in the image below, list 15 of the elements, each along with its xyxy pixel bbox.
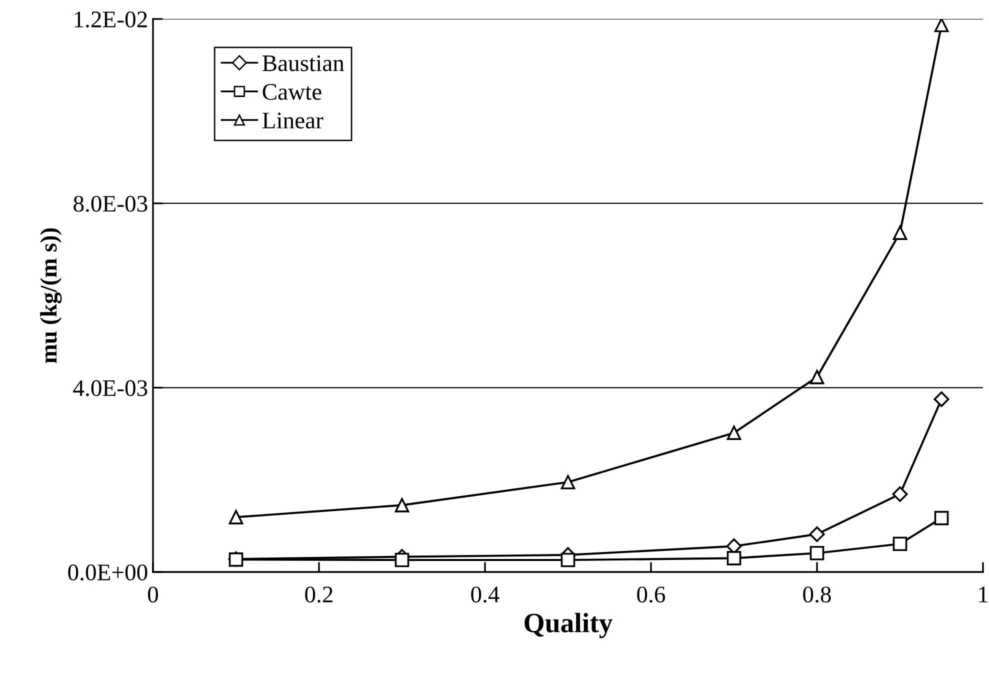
x-tick-label: 0.6: [637, 586, 666, 603]
x-tick-label: 0.8: [803, 586, 831, 603]
x-axis-title: Quality: [524, 612, 612, 638]
y-tick-label: 4.0E-03: [73, 380, 148, 396]
y-axis-title: mu (kg/(m s)): [40, 228, 62, 364]
x-tick-label: 0.2: [305, 586, 332, 603]
y-tick-label: 1.2E-02: [74, 11, 147, 28]
x-tick-label: 0.4: [471, 586, 500, 603]
y-tick-label: 8.0E-03: [74, 196, 148, 212]
x-tick-label: 0: [148, 586, 158, 603]
legend-label: Linear: [262, 112, 324, 129]
legend-label: Baustian: [262, 55, 344, 72]
x-tick-label: 1: [979, 586, 988, 602]
legend-label: Cawte: [262, 84, 322, 100]
y-tick-label: 0.0E+00: [68, 564, 148, 581]
